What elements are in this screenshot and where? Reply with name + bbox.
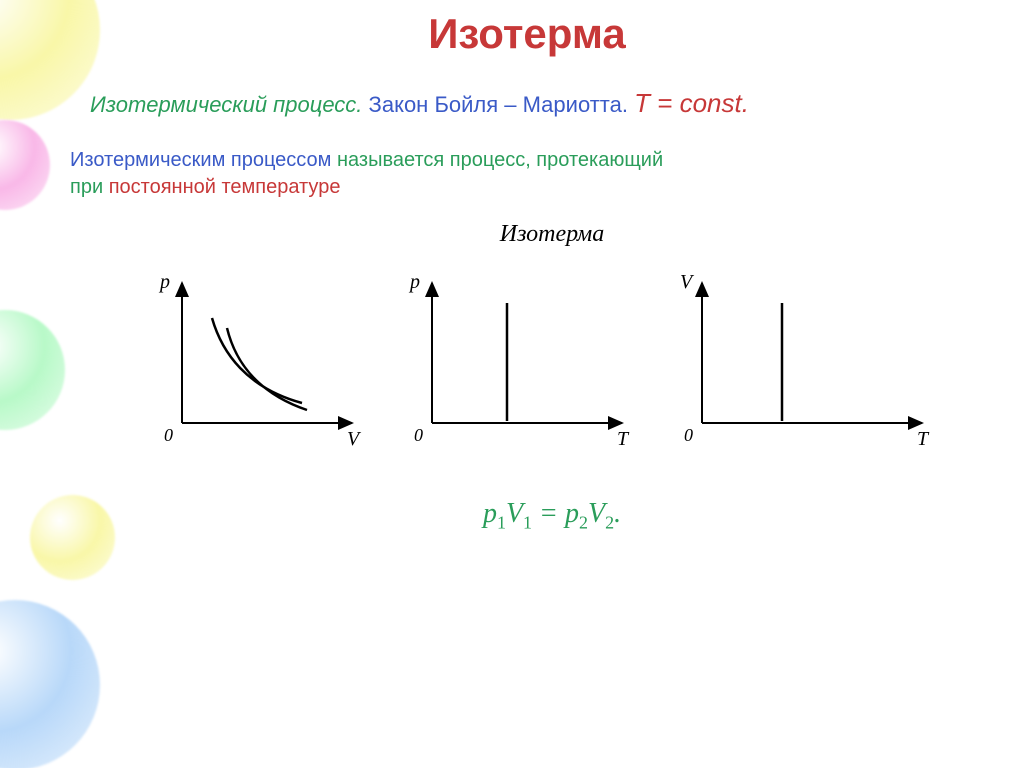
process-label: Изотермический процесс. xyxy=(90,92,362,117)
eq-dot: . xyxy=(614,498,621,529)
charts-row: p V 0 p T 0 V T 0 xyxy=(80,253,984,453)
chart-pv: p V 0 xyxy=(127,253,367,453)
eq-sub2: 2 xyxy=(579,513,588,533)
chart-vt: V T 0 xyxy=(647,253,937,453)
eq-v1: V xyxy=(506,498,523,529)
def-part2: называется процесс, протекающий xyxy=(337,149,663,171)
eq-p1: p xyxy=(483,498,497,529)
eq-equals: = xyxy=(532,498,565,529)
chart-pt: p T 0 xyxy=(377,253,637,453)
formula-const: T = const. xyxy=(634,88,749,118)
slide-content: Изотерма Изотермический процесс. Закон Б… xyxy=(0,0,1024,768)
equation: p1V1 = p2V2. xyxy=(120,498,984,534)
svg-text:0: 0 xyxy=(164,425,173,445)
law-label: Закон Бойля – Мариотта. xyxy=(369,92,628,117)
svg-text:T: T xyxy=(917,428,930,450)
svg-text:T: T xyxy=(617,428,630,450)
def-part1: Изотермическим процессом xyxy=(70,149,331,171)
svg-text:0: 0 xyxy=(414,425,423,445)
eq-sub1: 1 xyxy=(497,513,506,533)
title-text: Изотерма xyxy=(428,10,626,57)
eq-sub1b: 1 xyxy=(523,513,532,533)
svg-text:V: V xyxy=(680,271,695,293)
def-part3: при xyxy=(70,176,103,198)
svg-text:p: p xyxy=(158,271,170,293)
eq-v2: V xyxy=(588,498,605,529)
svg-text:0: 0 xyxy=(684,425,693,445)
svg-text:V: V xyxy=(347,428,362,450)
eq-sub2b: 2 xyxy=(605,513,614,533)
eq-p2: p xyxy=(565,498,579,529)
def-part4: постоянной температуре xyxy=(109,176,341,198)
definition-text: Изотермическим процессом называется проц… xyxy=(70,147,984,201)
page-title: Изотерма xyxy=(70,10,984,58)
subtitle: Изотермический процесс. Закон Бойля – Ма… xyxy=(90,88,984,119)
svg-text:p: p xyxy=(408,271,420,293)
diagram-title: Изотерма xyxy=(120,221,984,248)
